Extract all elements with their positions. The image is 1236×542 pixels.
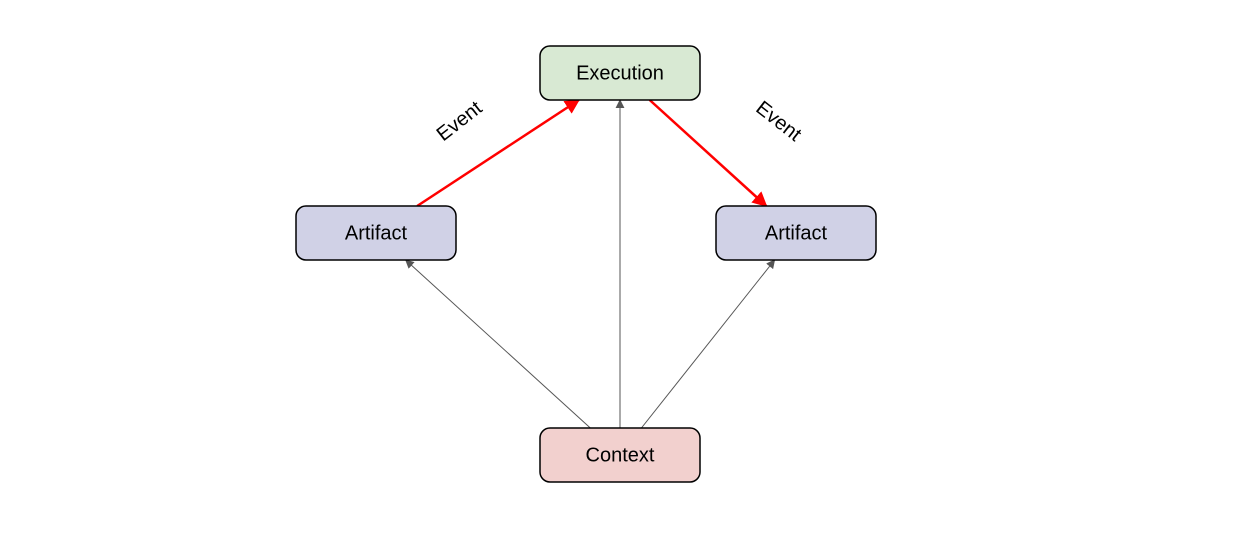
node-label-context: Context (586, 444, 655, 466)
node-context: Context (540, 428, 700, 482)
edge-e5 (641, 260, 774, 428)
node-execution: Execution (540, 46, 700, 100)
edge-e1 (417, 100, 579, 206)
nodes-layer: Execution Artifact Artifact Context (296, 46, 876, 482)
edge-label-e2: Event (752, 97, 806, 146)
node-artifact_right: Artifact (716, 206, 876, 260)
edge-e3 (406, 260, 591, 428)
edge-label-e1: Event (433, 97, 487, 146)
diagram-canvas: Event Event Execution Artifact Artifact Conte… (0, 0, 1236, 542)
edge-e2 (650, 100, 767, 206)
node-label-artifact_left: Artifact (345, 222, 408, 244)
edges-layer: Event Event (406, 97, 806, 428)
node-artifact_left: Artifact (296, 206, 456, 260)
node-label-execution: Execution (576, 62, 664, 84)
node-label-artifact_right: Artifact (765, 222, 828, 244)
